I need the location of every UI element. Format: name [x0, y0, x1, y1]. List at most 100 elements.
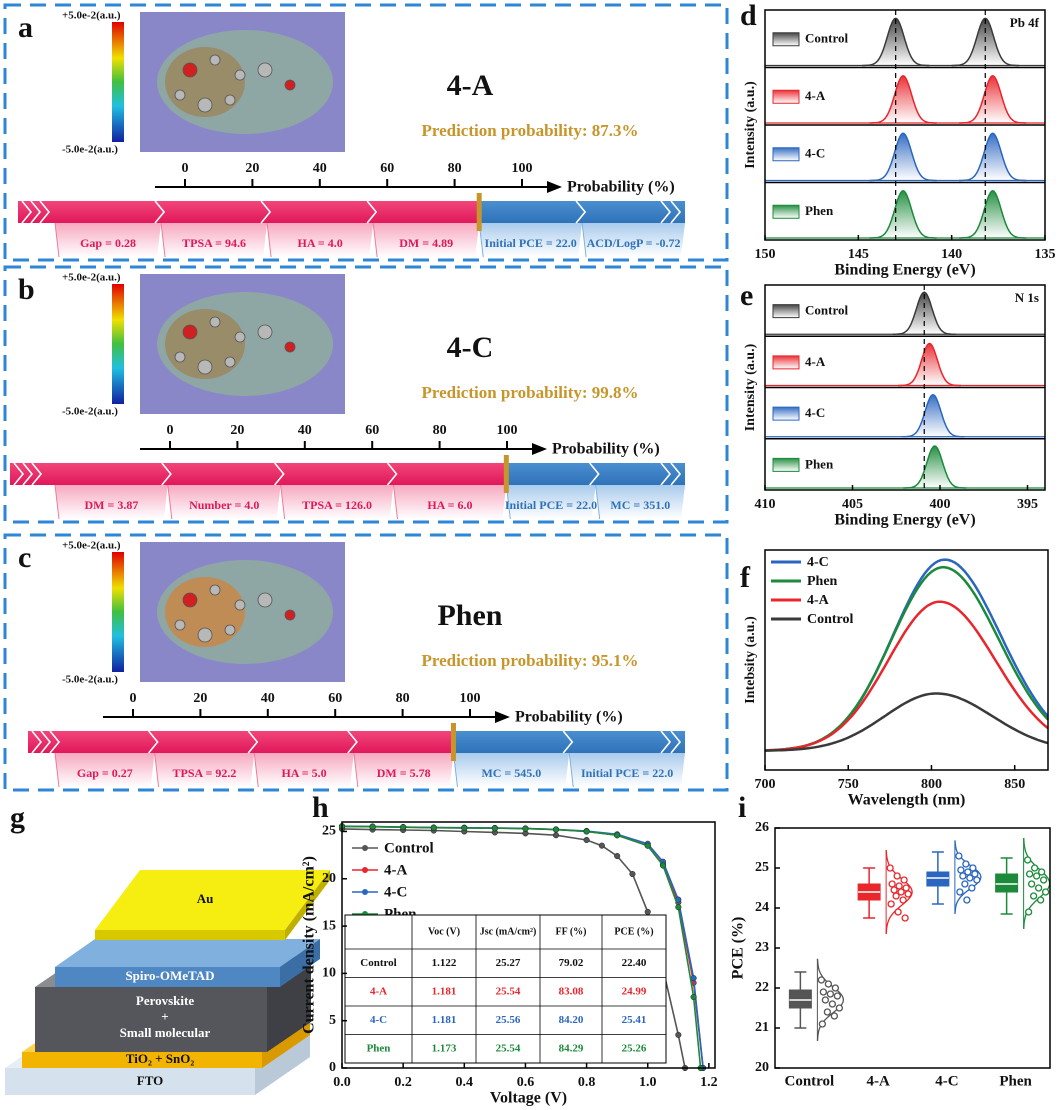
- table-cell: 79.02: [559, 957, 584, 969]
- feature-label: DM = 4.89: [399, 236, 453, 250]
- jv-point: [400, 824, 407, 831]
- feature-label: Gap = 0.27: [77, 766, 133, 780]
- data-point: [961, 880, 969, 888]
- data-point: [831, 984, 840, 992]
- jv-point: [644, 842, 651, 849]
- table-cell: 25.56: [496, 1014, 521, 1026]
- panel-label: i: [738, 791, 746, 824]
- prob-tick-label: 0: [130, 691, 137, 706]
- atom: [257, 324, 273, 340]
- colorbar: [112, 284, 124, 404]
- data-point: [887, 900, 895, 908]
- legend-swatch: [772, 406, 800, 421]
- legend-swatch: [772, 457, 800, 472]
- atom: [234, 69, 246, 81]
- table-cell: 1.173: [432, 1042, 457, 1054]
- data-point: [904, 890, 912, 898]
- prediction-marker: [450, 723, 456, 761]
- data-point: [826, 990, 835, 998]
- table-cell: 1.181: [432, 1014, 457, 1026]
- feature-divider: [372, 222, 378, 258]
- data-point: [1029, 892, 1038, 900]
- colorbar-min: -5.0e-2(a.u.): [62, 674, 118, 686]
- prob-tick-label: 60: [380, 161, 394, 176]
- atom: [197, 627, 213, 643]
- x-tick-label: 150: [755, 247, 776, 262]
- plot-frame: [764, 549, 1049, 771]
- table-cell: 1.122: [432, 957, 457, 969]
- x-tick-label: 4-C: [935, 1073, 958, 1089]
- colorbar-max: +5.0e-2(a.u.): [62, 272, 121, 284]
- feature-divider: [595, 484, 601, 520]
- data-point: [956, 888, 964, 896]
- colorbar: [112, 22, 124, 142]
- table-cell: 25.27: [496, 957, 521, 969]
- feature-label: Initial PCE = 22.0: [581, 766, 673, 780]
- feature-divider: [167, 484, 173, 520]
- prob-tick-label: 20: [245, 161, 259, 176]
- feature-band: [55, 753, 155, 787]
- chevron: [260, 200, 272, 224]
- y-axis-title: PCE (%): [730, 917, 747, 980]
- feature-divider: [568, 752, 574, 788]
- feature-band: [267, 223, 374, 257]
- jv-point: [598, 842, 605, 849]
- negative-strip: [453, 731, 685, 753]
- x-tick-label: 0.0: [333, 1075, 351, 1090]
- atom: [224, 356, 236, 368]
- chevron: [575, 200, 587, 224]
- feature-divider: [253, 752, 259, 788]
- molecule-name: 4-A: [447, 69, 494, 102]
- prob-tick-label: 100: [512, 161, 533, 176]
- feature-label: TPSA = 94.6: [182, 236, 246, 250]
- table-cell: 25.54: [496, 985, 521, 997]
- legend-label: Control: [384, 840, 434, 856]
- table-row-name: Control: [360, 957, 396, 969]
- atom: [234, 331, 246, 343]
- x-tick-label: 400: [930, 497, 951, 512]
- data-point: [1039, 876, 1048, 884]
- feature-divider: [280, 484, 286, 520]
- feature-label: MC = 545.0: [481, 766, 541, 780]
- prob-tick-label: 100: [460, 691, 481, 706]
- data-point: [1032, 872, 1041, 880]
- data-point: [1023, 856, 1032, 864]
- negative-strip: [506, 463, 685, 485]
- x-tick-label: 0.6: [517, 1075, 535, 1090]
- chevron: [31, 462, 43, 486]
- prediction-marker: [476, 193, 482, 231]
- y-tick-label: 10: [322, 966, 336, 981]
- panel-label: a: [18, 11, 33, 44]
- jv-point: [583, 828, 590, 835]
- chevron: [274, 462, 285, 486]
- xps-peak: [959, 74, 1027, 124]
- panel-label: c: [18, 541, 31, 574]
- positive-strip: [18, 201, 480, 223]
- jv-point: [675, 904, 682, 911]
- molecule-name: 4-C: [447, 331, 494, 364]
- feature-band: [479, 223, 583, 257]
- feature-label: TPSA = 126.0: [302, 498, 372, 512]
- jv-point: [522, 825, 529, 832]
- negative-strip: [479, 201, 685, 223]
- prediction-label: Prediction probability: 87.3%: [421, 121, 638, 140]
- table-cell: 22.40: [622, 957, 647, 969]
- box: [788, 989, 812, 1009]
- prob-tick-label: 40: [261, 691, 275, 706]
- prob-tick-label: 80: [433, 423, 447, 438]
- colorbar-min: -5.0e-2(a.u.): [62, 144, 118, 156]
- distribution-curve: [816, 958, 845, 1041]
- legend-label: Control: [807, 612, 854, 627]
- feature-divider: [392, 484, 398, 520]
- y-tick-label: 24: [755, 900, 769, 915]
- table-cell: 25.54: [496, 1042, 521, 1054]
- jv-point: [552, 826, 560, 833]
- chevron: [366, 200, 378, 224]
- prob-axis-label: Probability (%): [515, 709, 623, 726]
- data-point: [830, 1012, 839, 1020]
- box: [926, 871, 950, 887]
- data-point: [1034, 884, 1043, 892]
- x-tick-label: Control: [785, 1073, 835, 1089]
- layer-top: [95, 870, 330, 930]
- layer-label: TiO₂ + SnO₂: [126, 1051, 195, 1066]
